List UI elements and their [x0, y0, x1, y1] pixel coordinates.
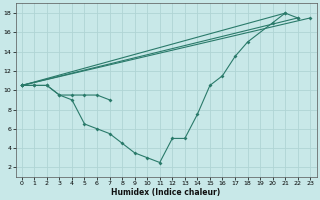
X-axis label: Humidex (Indice chaleur): Humidex (Indice chaleur) — [111, 188, 221, 197]
